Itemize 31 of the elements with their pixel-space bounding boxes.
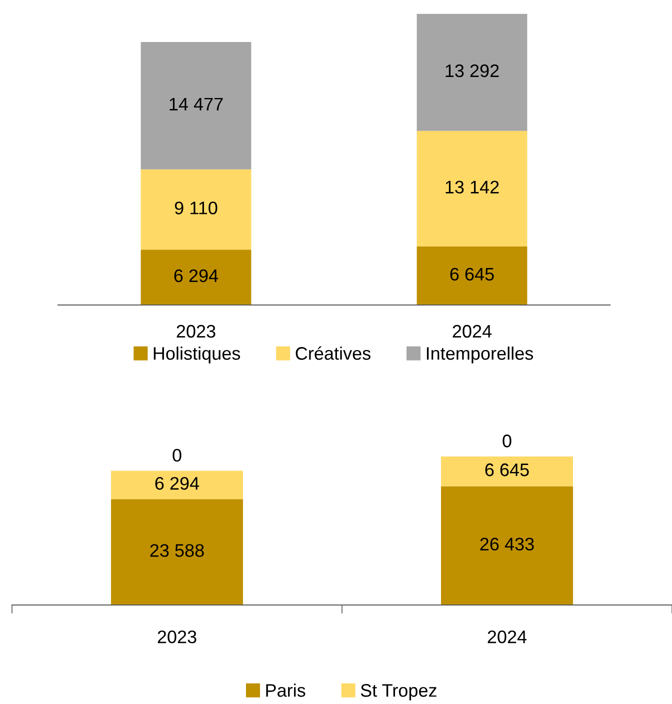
data-label: 6 645 bbox=[450, 268, 494, 281]
bar bbox=[416, 130, 528, 247]
data-label: 0 bbox=[172, 448, 182, 462]
data-label: 6 294 bbox=[174, 269, 218, 282]
bar bbox=[416, 246, 528, 305]
legend-label: Créatives bbox=[296, 346, 370, 360]
data-label: 0 bbox=[502, 434, 512, 448]
bar bbox=[111, 499, 243, 605]
data-label: 26 433 bbox=[480, 538, 534, 550]
bar bbox=[140, 42, 252, 170]
legend-label: Holistiques bbox=[154, 346, 240, 364]
legend-label: Intemporelles bbox=[426, 346, 534, 364]
bar bbox=[140, 250, 252, 305]
bar bbox=[441, 456, 573, 486]
data-label: 9 110 bbox=[174, 202, 218, 214]
data-label: 23 588 bbox=[150, 544, 204, 557]
legend-label: St Tropez bbox=[360, 684, 436, 700]
bar bbox=[140, 169, 252, 250]
x-tick-label: 2023 bbox=[176, 324, 216, 338]
bar bbox=[416, 14, 528, 131]
data-label: 14 477 bbox=[170, 98, 223, 110]
x-tick-label: 2024 bbox=[452, 324, 492, 338]
data-label: 13 292 bbox=[446, 64, 499, 78]
legend-label: Paris bbox=[266, 684, 306, 697]
bar bbox=[111, 470, 243, 500]
data-label: 6 294 bbox=[155, 476, 200, 490]
data-label: 6 645 bbox=[485, 463, 529, 476]
x-tick-label: 2023 bbox=[158, 630, 196, 644]
bar bbox=[441, 486, 573, 605]
x-tick-label: 2024 bbox=[488, 630, 527, 644]
data-label: 13 142 bbox=[446, 180, 499, 194]
